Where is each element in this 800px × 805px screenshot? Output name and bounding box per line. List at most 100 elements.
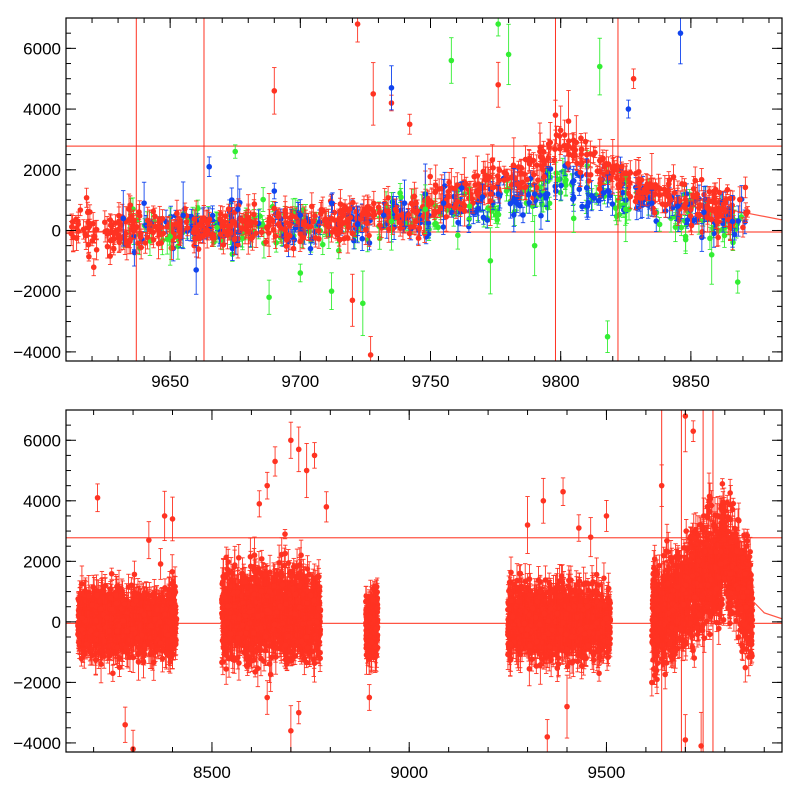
series-red-point [355, 21, 361, 27]
series-red-point [399, 212, 405, 218]
series-red-point [490, 165, 496, 171]
series-blue-point [576, 186, 582, 192]
series-red-point [571, 144, 577, 150]
series-red-point [81, 227, 87, 233]
series-red-point [475, 173, 481, 179]
series-red-point [561, 143, 567, 149]
series-red-point [541, 174, 547, 180]
series-red-point [174, 210, 180, 216]
series-red-point [636, 176, 642, 182]
series-red-point [641, 189, 647, 195]
series-red-point [350, 200, 356, 206]
series-red-point [427, 174, 433, 180]
series-red-point [713, 187, 719, 193]
series-red-point [93, 227, 99, 233]
series-red-point [230, 219, 236, 225]
series-red-point [431, 209, 437, 215]
series-red-point [610, 164, 616, 170]
series-red-point [619, 164, 625, 170]
series-red-point [657, 186, 663, 192]
series-red-point [117, 240, 123, 246]
series-red-point [433, 188, 439, 194]
series-red-point [688, 206, 694, 212]
series-red-point [86, 242, 92, 248]
series-red-point [176, 221, 182, 227]
series-red-point [87, 224, 93, 230]
series-blue-point [329, 200, 335, 206]
series-blue-point [730, 219, 736, 225]
series-red-point [562, 132, 568, 138]
series-red-point [329, 216, 335, 222]
series-red-point [628, 194, 634, 200]
series-red-point [718, 208, 724, 214]
series-red-point [601, 172, 607, 178]
series-blue-point [520, 212, 526, 218]
series-blue-point [441, 200, 447, 206]
series-blue-point [206, 164, 212, 170]
series-red-point [303, 222, 309, 228]
series-red-point [68, 231, 74, 237]
series-green-point [614, 214, 620, 220]
series-red-point [108, 238, 114, 244]
series-red-point [154, 224, 160, 230]
series-red-point [495, 82, 501, 88]
series-red-point [588, 172, 594, 178]
series-red-point [650, 193, 656, 199]
series-red-point [136, 209, 142, 215]
series-red-point [259, 229, 265, 235]
series-red-point [689, 223, 695, 229]
series-blue-point [308, 246, 314, 252]
plot-area [66, 3, 782, 374]
series-red-point [228, 230, 234, 236]
series-red-point [361, 209, 367, 215]
series-red-point [552, 146, 558, 152]
series-red-point [160, 216, 166, 222]
series-blue-point [532, 191, 538, 197]
series-blue-point [141, 200, 147, 206]
series-red-point [578, 135, 584, 141]
series-red-point [691, 194, 697, 200]
series-red-point [369, 207, 375, 213]
series-red-point [524, 177, 530, 183]
series-red-point [334, 231, 340, 237]
series-red-point [554, 132, 560, 138]
series-blue-point [455, 220, 461, 226]
series-blue-point [558, 183, 564, 189]
series-blue-point [570, 196, 576, 202]
series-blue-point [579, 204, 585, 210]
series-green-point [435, 225, 441, 231]
series-red-point [291, 246, 297, 252]
series-red-point [271, 88, 277, 94]
series-red-point [85, 210, 91, 216]
series-red-point [566, 118, 572, 124]
series-red-point [740, 225, 746, 231]
series-red-point [443, 214, 449, 220]
series-blue-point [526, 192, 532, 198]
series-red-point [649, 182, 655, 188]
series-green-point [397, 190, 403, 196]
series-blue-point [271, 188, 277, 194]
series-red-point [429, 200, 435, 206]
series-red-point [226, 206, 232, 212]
series-red-point [150, 209, 156, 215]
series-blue-point [675, 203, 681, 209]
series-red-point [394, 208, 400, 214]
series-green-point [553, 170, 559, 176]
series-blue-point [678, 30, 684, 36]
series-red-point [91, 234, 97, 240]
series-red-point [386, 226, 392, 232]
series-red-point [579, 151, 585, 157]
series-red-point [597, 158, 603, 164]
series-red-point [485, 176, 491, 182]
series-red-point [497, 167, 503, 173]
series-blue-point [589, 193, 595, 199]
series-red-point [138, 231, 144, 237]
series-red-point [86, 254, 92, 260]
series-red-point [523, 184, 529, 190]
series-red-point [662, 191, 668, 197]
series-red-point [346, 208, 352, 214]
series-red-point [488, 191, 494, 197]
series-red-point [275, 214, 281, 220]
